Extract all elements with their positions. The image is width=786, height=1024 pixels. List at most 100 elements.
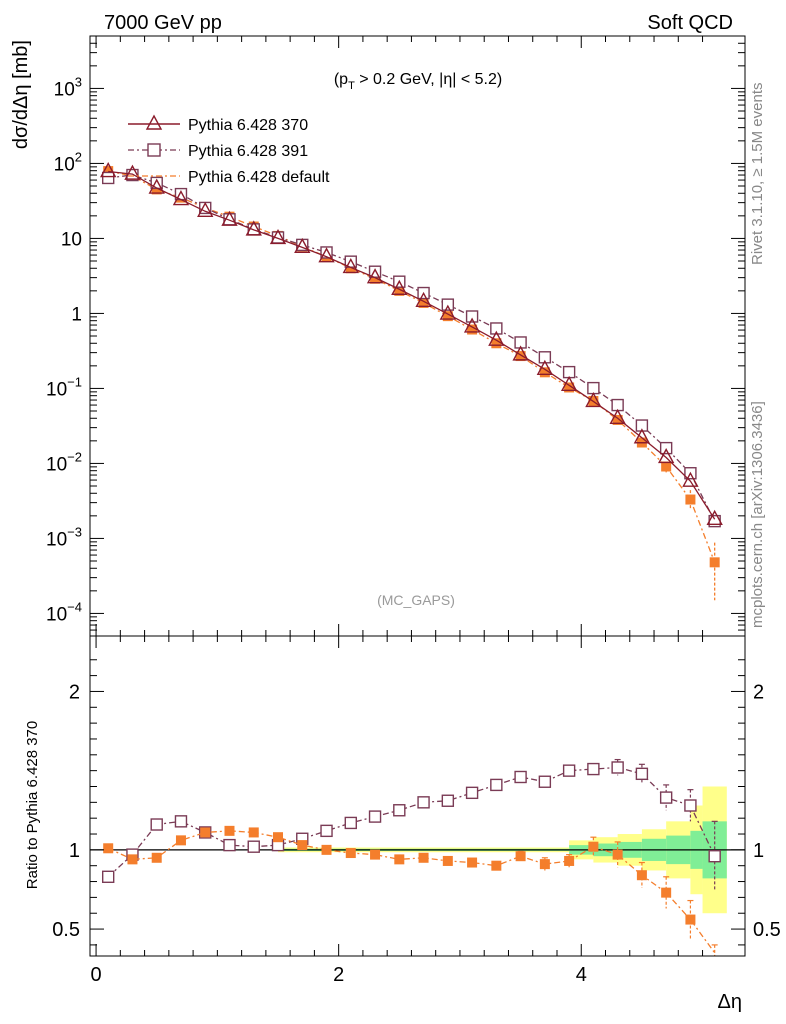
ratio-point [344, 816, 357, 830]
data-point [587, 381, 600, 395]
series-line [108, 170, 716, 520]
data-point [585, 391, 602, 408]
ratio-point [708, 849, 721, 863]
header-left: 7000 GeV pp [104, 12, 222, 34]
ratio-ticks [90, 636, 745, 956]
main-y-tick-label: 10−3 [46, 524, 82, 550]
legend-label-370: Pythia 6.428 370 [188, 117, 308, 134]
series-line [108, 170, 716, 563]
data-point [100, 162, 117, 178]
data-point [490, 322, 503, 335]
legend-entry-default: Pythia 6.428 default [128, 169, 330, 186]
x-tick-label: 2 [333, 964, 344, 986]
main-y-tick-label: 10−2 [46, 449, 82, 475]
ratio-y-tick-label: 1 [69, 840, 80, 862]
ratio-point [101, 870, 115, 883]
main-y-tick-label: 10−4 [46, 599, 82, 625]
legend-marker-370 [145, 114, 163, 130]
ratio-series-group [101, 758, 721, 956]
ratio-point [636, 870, 647, 881]
legend-marker-391 [147, 143, 161, 157]
x-tick-label: 4 [576, 964, 587, 986]
data-point [101, 171, 115, 185]
main-panel: 10−4 10−3 10−2 10−1 1 10 102 103 dσ/dΔη [mb] (p… [10, 35, 746, 637]
data-point [633, 428, 651, 444]
data-point [439, 304, 456, 320]
data-point [657, 448, 675, 464]
ratio-point [611, 761, 624, 774]
ratio-point [368, 810, 382, 823]
ratio-point [587, 762, 600, 776]
ratio-point [200, 827, 211, 838]
ratio-series-pythia-6-428-391 [101, 758, 721, 892]
series-pythia-6-428-391 [101, 168, 721, 528]
ratio-point [345, 848, 356, 859]
data-point [709, 557, 720, 568]
ratio-point [684, 799, 697, 812]
x-tick-label: 0 [91, 964, 102, 986]
ratio-tick-labels: 0.5 0.5 1 1 2 2 0 2 4 [52, 681, 781, 986]
ratio-point [661, 887, 672, 898]
ratio-point [297, 840, 308, 851]
ratio-point [562, 764, 576, 777]
series-pythia-6-428-default [103, 166, 720, 601]
ratio-y-tick-label: 0.5 [52, 919, 80, 941]
data-point [609, 408, 626, 424]
data-point [172, 190, 190, 206]
ratio-point [490, 778, 503, 792]
ratio-point [321, 844, 332, 855]
legend-label-default: Pythia 6.428 default [188, 169, 330, 186]
data-point [342, 257, 359, 274]
ratio-point [685, 914, 696, 925]
data-point [366, 268, 384, 284]
ratio-point [564, 855, 575, 866]
main-y-tick-label: 103 [54, 74, 82, 100]
ratio-point [588, 841, 599, 852]
ratio-panel: 0.5 0.51 12 20 2 4 Ratio to Pythia 6.428 370 … [24, 635, 781, 1013]
ratio-point [394, 854, 405, 865]
data-point [245, 220, 262, 236]
ratio-point [247, 840, 260, 853]
data-point [564, 382, 575, 393]
ratio-y-tick-label-right: 2 [753, 681, 764, 703]
series-line [108, 174, 716, 522]
ratio-point [514, 770, 527, 784]
ratio-point [151, 852, 162, 863]
legend-entry-391: Pythia 6.428 391 [128, 143, 308, 160]
ratio-point [659, 791, 673, 804]
ratio-point [320, 824, 333, 838]
ratio-point [635, 767, 649, 781]
ratio-uncertainty-bands [90, 786, 745, 914]
main-series-group [100, 162, 723, 601]
data-point [124, 164, 141, 180]
data-point [560, 375, 578, 392]
data-point [538, 351, 552, 364]
ratio-point [442, 855, 453, 866]
ratio-point [612, 849, 623, 860]
ratio-point [273, 832, 284, 843]
ratio-point [417, 796, 430, 809]
data-point [465, 310, 479, 323]
ratio-plot-frame [89, 635, 746, 957]
data-point [685, 494, 696, 505]
series-pythia-6-428-370 [100, 162, 723, 525]
data-point [488, 330, 505, 346]
data-point [463, 317, 481, 333]
main-y-tick-labels: 10−4 10−3 10−2 10−1 1 10 102 103 [46, 74, 82, 625]
data-point [197, 201, 214, 217]
ratio-point [539, 859, 550, 870]
main-y-tick-label: 1 [71, 304, 82, 325]
ratio-point [175, 835, 186, 846]
ratio-point [393, 804, 406, 817]
data-point [661, 461, 672, 472]
ratio-y-tick-label: 2 [69, 681, 80, 703]
ratio-point [103, 843, 114, 854]
legend-entry-370: Pythia 6.428 370 [128, 114, 308, 134]
data-point [512, 345, 529, 361]
ratio-point [224, 825, 235, 836]
ratio-point [150, 818, 163, 831]
main-y-tick-label: 10−1 [46, 374, 82, 400]
ratio-point [515, 851, 526, 862]
data-point [682, 471, 699, 487]
ratio-y-tick-label-right: 1 [753, 840, 764, 862]
